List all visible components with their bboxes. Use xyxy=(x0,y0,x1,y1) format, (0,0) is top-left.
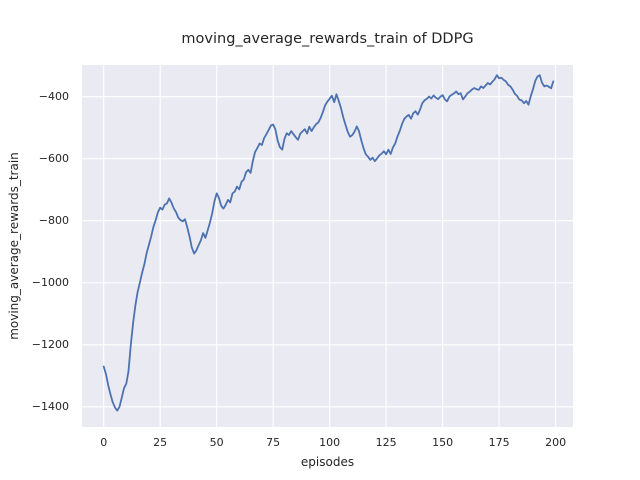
x-tick-label: 25 xyxy=(153,436,168,449)
x-tick-label: 100 xyxy=(319,436,341,449)
y-tick-label: −1000 xyxy=(31,275,69,289)
y-tick-label: −1400 xyxy=(31,399,69,413)
x-tick-label: 150 xyxy=(432,436,454,449)
x-tick-label: 200 xyxy=(545,436,567,449)
y-tick-label: −400 xyxy=(38,89,69,103)
y-tick-label: −800 xyxy=(38,213,69,227)
y-tick-label: −1200 xyxy=(31,337,69,351)
x-tick-label: 50 xyxy=(209,436,224,449)
x-tick-label: 175 xyxy=(488,436,510,449)
y-axis-label: moving_average_rewards_train xyxy=(7,152,21,340)
x-tick-label: 125 xyxy=(375,436,397,449)
data-line-ddpg xyxy=(102,74,555,412)
x-axis-label: episodes xyxy=(300,455,355,469)
axes-background xyxy=(82,65,573,427)
y-tick-label: −600 xyxy=(38,151,69,165)
x-tick-label: 0 xyxy=(100,436,108,449)
chart-title: moving_average_rewards_train of DDPG xyxy=(181,31,474,47)
x-tick-label: 75 xyxy=(266,436,281,449)
